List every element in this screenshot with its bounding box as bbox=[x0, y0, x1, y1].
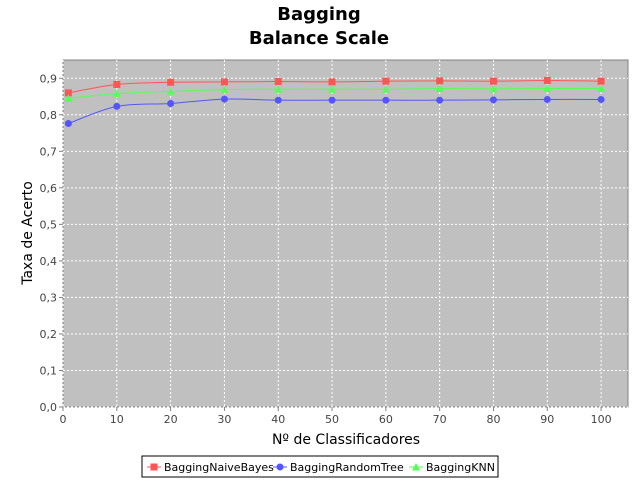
data-point bbox=[382, 96, 390, 104]
data-point bbox=[113, 80, 121, 88]
data-point bbox=[274, 96, 282, 104]
x-tick-label: 60 bbox=[379, 413, 393, 426]
data-point bbox=[381, 85, 390, 93]
x-axis-label: Nº de Classificadores bbox=[272, 432, 420, 448]
data-point bbox=[543, 95, 551, 103]
x-tick-label: 70 bbox=[433, 413, 447, 426]
y-tick-label: 0,6 bbox=[40, 182, 58, 195]
x-tick-label: 10 bbox=[110, 413, 124, 426]
y-tick-label: 0,5 bbox=[40, 218, 58, 231]
data-point bbox=[597, 95, 605, 103]
y-tick-label: 0,4 bbox=[40, 255, 58, 268]
data-point bbox=[166, 87, 175, 95]
data-point bbox=[64, 89, 72, 97]
y-axis-label: Taxa de Acerto bbox=[20, 181, 36, 286]
x-tick-label: 40 bbox=[271, 413, 285, 426]
y-tick-label: 0,7 bbox=[40, 145, 58, 158]
data-point bbox=[489, 84, 498, 93]
x-tick-label: 80 bbox=[486, 413, 500, 426]
data-point bbox=[112, 89, 121, 98]
legend-label: BaggingKNN bbox=[426, 461, 495, 474]
data-point bbox=[220, 78, 228, 86]
data-point bbox=[543, 76, 551, 84]
legend-label: BaggingNaiveBayes bbox=[164, 461, 274, 474]
legend-label: BaggingRandomTree bbox=[290, 461, 404, 474]
data-point bbox=[274, 78, 282, 86]
data-point bbox=[274, 85, 283, 93]
data-point bbox=[597, 84, 606, 92]
data-point bbox=[436, 96, 444, 104]
data-point bbox=[435, 84, 444, 92]
grid-lines bbox=[62, 60, 628, 408]
data-point bbox=[382, 77, 390, 85]
data-point bbox=[113, 102, 121, 110]
data-point bbox=[328, 96, 336, 104]
data-point bbox=[167, 99, 175, 107]
legend-marker bbox=[150, 463, 158, 471]
x-tick-label: 100 bbox=[591, 413, 612, 426]
axes: 0,0 0,1 0,2 0,3 0,4 0,5 0,6 0,7 0,8 0,9 0 10 20 30 40 5… bbox=[40, 72, 612, 426]
chart-title: Bagging bbox=[277, 4, 361, 25]
data-point bbox=[167, 78, 175, 86]
y-tick-label: 0,1 bbox=[40, 364, 58, 377]
chart-subtitle: Balance Scale bbox=[249, 28, 389, 49]
data-point bbox=[543, 84, 552, 92]
x-tick-label: 0 bbox=[60, 413, 67, 426]
data-point bbox=[64, 94, 73, 102]
x-tick-label: 50 bbox=[325, 413, 339, 426]
data-point bbox=[489, 96, 497, 104]
data-point bbox=[220, 95, 228, 103]
x-tick-label: 90 bbox=[540, 413, 554, 426]
legend-marker bbox=[412, 463, 420, 471]
y-tick-label: 0,8 bbox=[40, 109, 58, 122]
x-tick-label: 20 bbox=[164, 413, 178, 426]
y-tick-label: 0,9 bbox=[40, 72, 58, 85]
y-tick-label: 0,0 bbox=[40, 401, 58, 414]
data-point bbox=[328, 78, 336, 86]
legend-items: BaggingNaiveBayes BaggingRandomTree Baggin… bbox=[147, 461, 495, 474]
x-tick-label: 30 bbox=[217, 413, 231, 426]
data-point bbox=[489, 77, 497, 85]
legend-marker bbox=[276, 463, 284, 471]
y-tick-label: 0,3 bbox=[40, 291, 58, 304]
data-point bbox=[220, 85, 229, 94]
data-point bbox=[64, 120, 72, 128]
data-point bbox=[328, 85, 337, 93]
data-point bbox=[597, 77, 605, 85]
plot-area bbox=[62, 59, 629, 408]
data-point bbox=[436, 77, 444, 85]
legend bbox=[141, 455, 499, 478]
series-markers bbox=[64, 76, 606, 128]
y-tick-label: 0,2 bbox=[40, 328, 58, 341]
